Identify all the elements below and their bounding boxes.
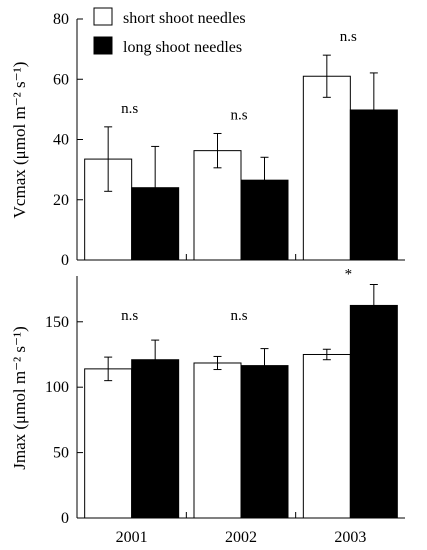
bottom-significance-label-2002: n.s bbox=[230, 308, 247, 324]
top-panel: 0 20 40 60 80 n.s n.s n.s bbox=[53, 11, 405, 269]
x-tick-label-2001: 2001 bbox=[116, 529, 148, 546]
bottom-y-tick-label: 150 bbox=[45, 314, 69, 331]
x-tick-label-2002: 2002 bbox=[225, 529, 257, 546]
bottom-bar-long-shoot-2001 bbox=[131, 359, 180, 519]
legend-swatch-short-shoot bbox=[93, 7, 113, 26]
top-significance-label-2002: n.s bbox=[230, 107, 247, 123]
top-significance-label-2003: n.s bbox=[340, 29, 357, 45]
top-y-tick-label: 40 bbox=[53, 132, 69, 149]
top-bar-short-shoot-2001 bbox=[84, 158, 133, 261]
top-bar-short-shoot-2002 bbox=[193, 150, 242, 261]
legend-label-short-shoot: short shoot needles bbox=[123, 10, 246, 27]
top-panel-y-axis-label: Vcmax (μmol m⁻² s⁻¹) bbox=[10, 62, 29, 219]
bottom-significance-label-2003: * bbox=[345, 267, 353, 283]
bottom-y-tick-label: 50 bbox=[53, 445, 69, 462]
bottom-bar-short-shoot-2003 bbox=[302, 353, 351, 519]
x-tick-label-2003: 2003 bbox=[334, 529, 366, 546]
legend-label-long-shoot: long shoot needles bbox=[123, 39, 242, 56]
top-bar-short-shoot-2003 bbox=[302, 75, 351, 261]
top-y-tick-label: 80 bbox=[53, 11, 69, 28]
bottom-significance-label-2001: n.s bbox=[121, 308, 138, 324]
bottom-y-tick-label: 100 bbox=[45, 379, 69, 396]
top-y-tick-label: 60 bbox=[53, 71, 69, 88]
bottom-bar-long-shoot-2003 bbox=[349, 304, 398, 519]
top-y-tick-label: 20 bbox=[53, 192, 69, 209]
legend: short shoot needles long shoot needles bbox=[93, 7, 246, 56]
legend-swatch-long-shoot bbox=[93, 36, 113, 55]
bottom-panel: 0 50 100 150 n.s 2001 n.s 2002 * 2003 bbox=[45, 267, 405, 546]
bottom-bar-short-shoot-2002 bbox=[193, 362, 242, 519]
bottom-y-tick-label: 0 bbox=[61, 510, 69, 527]
top-y-tick-label: 0 bbox=[61, 252, 69, 269]
top-significance-label-2001: n.s bbox=[121, 101, 138, 117]
bottom-bar-long-shoot-2002 bbox=[240, 365, 289, 519]
bottom-bar-short-shoot-2001 bbox=[84, 368, 133, 519]
bottom-panel-y-axis-label: Jmax (μmol m⁻² s⁻¹) bbox=[10, 326, 29, 470]
